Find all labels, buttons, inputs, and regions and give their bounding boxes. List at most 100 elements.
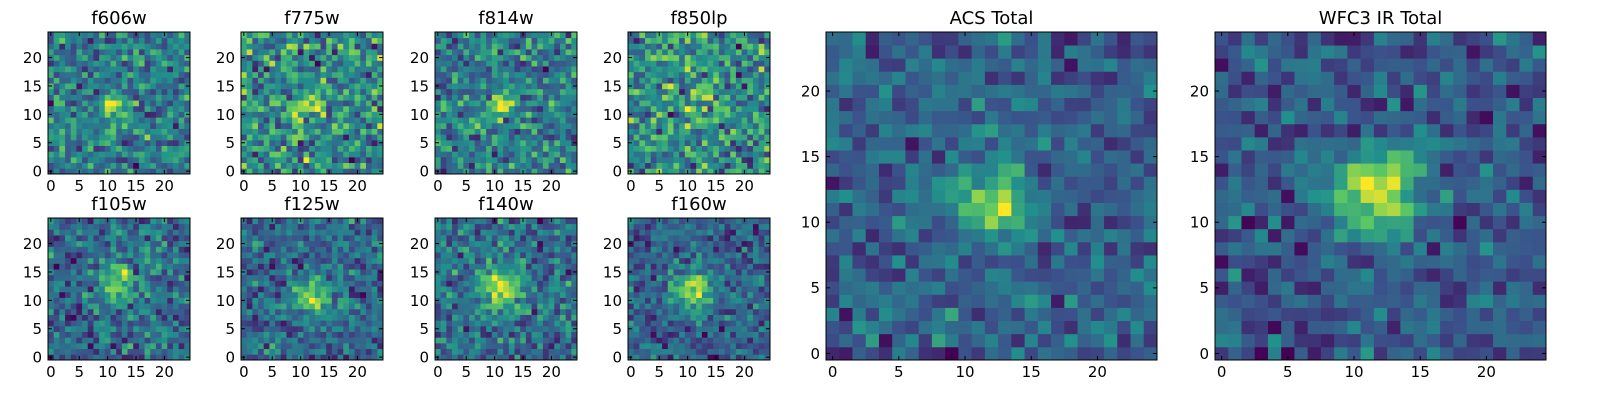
- heatmap-cell: [662, 308, 669, 315]
- heatmap-cell: [314, 308, 321, 315]
- heatmap-cell: [571, 303, 578, 310]
- x-tick-label: 5: [74, 363, 84, 381]
- heatmap-cell: [525, 37, 532, 44]
- heatmap-cell: [76, 71, 83, 78]
- heatmap-cell: [667, 49, 674, 56]
- heatmap-cell: [104, 325, 111, 332]
- heatmap-cell: [469, 252, 476, 259]
- heatmap-cell: [452, 77, 459, 84]
- heatmap-cell: [713, 71, 720, 78]
- heatmap-cell: [633, 105, 640, 112]
- heatmap-cell: [360, 314, 367, 321]
- heatmap-cell: [133, 269, 140, 276]
- heatmap-cell: [178, 314, 185, 321]
- heatmap-cell: [457, 66, 464, 73]
- heatmap-cell: [246, 105, 253, 112]
- heatmap-cell: [435, 314, 442, 321]
- heatmap-cell: [104, 100, 111, 107]
- heatmap-cell: [684, 348, 691, 355]
- heatmap-cell: [628, 151, 635, 158]
- heatmap-cell: [435, 134, 442, 141]
- heatmap-cell: [633, 111, 640, 118]
- heatmap-cell: [65, 229, 72, 236]
- heatmap-cell: [452, 94, 459, 101]
- heatmap-cell: [497, 325, 504, 332]
- heatmap-cell: [514, 111, 521, 118]
- heatmap-cell: [246, 37, 253, 44]
- heatmap-cell: [520, 105, 527, 112]
- heatmap-cell: [104, 111, 111, 118]
- heatmap-cell: [258, 94, 265, 101]
- axes-frame: [47, 217, 191, 361]
- heatmap-f160w: [628, 218, 771, 361]
- heatmap-cell: [48, 145, 55, 152]
- heatmap-cell: [474, 77, 481, 84]
- heatmap-cell: [172, 100, 180, 107]
- heatmap-cell: [474, 274, 481, 281]
- heatmap-cell: [690, 337, 697, 344]
- y-tick-label: 0: [419, 163, 429, 181]
- heatmap-cell: [320, 100, 327, 107]
- heatmap-cell: [559, 263, 567, 270]
- heatmap-cell: [246, 354, 253, 361]
- heatmap-cell: [87, 263, 94, 270]
- heatmap-cell: [144, 337, 151, 344]
- heatmap-cell: [645, 83, 652, 90]
- heatmap-cell: [82, 168, 89, 175]
- heatmap-cell: [628, 105, 635, 112]
- heatmap-cell: [662, 77, 669, 84]
- heatmap-cell: [365, 151, 373, 158]
- heatmap-cell: [116, 49, 123, 56]
- heatmap-cell: [645, 66, 652, 73]
- heatmap-cell: [246, 168, 253, 175]
- heatmap-cell: [679, 49, 686, 56]
- heatmap-cell: [275, 128, 282, 135]
- heatmap-cell: [116, 263, 123, 270]
- heatmap-cell: [59, 66, 66, 73]
- heatmap-cell: [701, 291, 708, 298]
- heatmap-cell: [326, 162, 333, 169]
- heatmap-cell: [178, 331, 185, 338]
- heatmap-cell: [331, 145, 338, 152]
- heatmap-cell: [76, 342, 83, 350]
- heatmap-cell: [503, 66, 510, 73]
- heatmap-cell: [320, 145, 327, 152]
- heatmap-cell: [758, 54, 765, 61]
- heatmap-cell: [138, 286, 145, 293]
- heatmap-cell: [463, 229, 470, 236]
- heatmap-cell: [628, 88, 635, 95]
- heatmap-cell: [241, 280, 248, 287]
- heatmap-cell: [48, 303, 55, 310]
- heatmap-cell: [82, 54, 89, 61]
- heatmap-cell: [65, 105, 72, 112]
- heatmap-cell: [121, 263, 128, 270]
- heatmap-cell: [167, 229, 174, 236]
- panel-title: f125w: [284, 194, 339, 215]
- heatmap-cell: [167, 246, 174, 253]
- heatmap-cell: [246, 308, 253, 315]
- heatmap-cell: [70, 223, 77, 230]
- heatmap-cell: [571, 88, 578, 95]
- heatmap-cell: [747, 342, 754, 350]
- heatmap-cell: [150, 94, 157, 101]
- heatmap-cell: [667, 168, 674, 175]
- heatmap-cell: [457, 337, 464, 344]
- heatmap-cell: [297, 145, 304, 152]
- heatmap-cell: [440, 60, 447, 67]
- heatmap-cell: [286, 77, 293, 84]
- heatmap-cell: [758, 354, 765, 361]
- heatmap-cell: [525, 168, 532, 175]
- heatmap-cell: [679, 139, 686, 146]
- heatmap-cell: [354, 145, 361, 152]
- heatmap-cell: [440, 128, 447, 135]
- heatmap-cell: [275, 223, 282, 230]
- heatmap-cell: [452, 229, 459, 236]
- heatmap-cell: [155, 37, 162, 44]
- heatmap-cell: [104, 145, 111, 152]
- heatmap-cell: [241, 308, 248, 315]
- heatmap-cell: [639, 337, 646, 344]
- heatmap-cell: [747, 105, 754, 112]
- heatmap-cell: [155, 54, 162, 61]
- heatmap-cell: [104, 303, 111, 310]
- heatmap-cell: [258, 151, 265, 158]
